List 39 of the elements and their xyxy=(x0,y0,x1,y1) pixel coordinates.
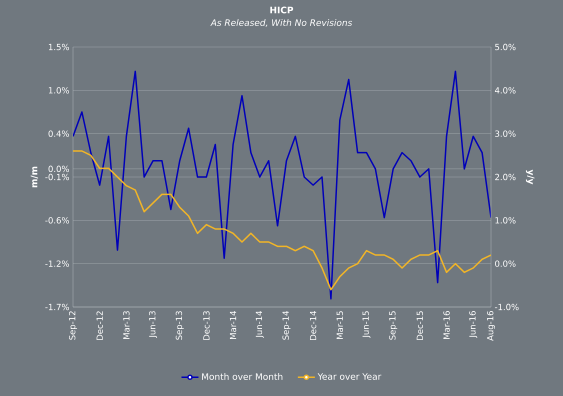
legend-label: Month over Month xyxy=(202,373,282,380)
y-tick-label: 1.0% xyxy=(48,87,70,94)
x-tick-label: Dec-15 xyxy=(416,311,424,340)
y2-tick-label: 2.0% xyxy=(495,174,516,180)
x-tick-label: Jun-14 xyxy=(256,311,264,338)
y-tick-label: 0.0% xyxy=(48,166,70,172)
x-tick-label: Sep-14 xyxy=(282,311,290,340)
x-tick-label: Jun-16 xyxy=(469,311,478,338)
x-tick-label: Dec-13 xyxy=(203,311,210,340)
y2-tick-label: 3.0% xyxy=(495,130,516,137)
x-tick-label: Mar-13 xyxy=(123,311,130,339)
x-tick-label: Jun-13 xyxy=(149,311,158,338)
y-axis-title: m/m xyxy=(30,166,38,188)
y2-tick-label: 4.0% xyxy=(494,87,516,94)
legend-label: Year over Year xyxy=(318,373,382,380)
chart-subtitle: As Released, With No Revisions xyxy=(210,19,352,27)
x-tick-label: Mar-15 xyxy=(336,311,343,339)
y2-tick-label: 5.0% xyxy=(495,44,516,50)
x-tick-label: Aug-16 xyxy=(486,311,496,341)
x-tick-label: Dec-12 xyxy=(96,311,103,340)
x-tick-label: Mar-16 xyxy=(443,311,450,339)
y-tick-label: -0.1% xyxy=(45,174,70,180)
y2-tick-label: 0.0% xyxy=(495,260,516,267)
y-tick-label: -0.6% xyxy=(45,217,70,224)
y2-axis-title: y/y xyxy=(526,170,534,184)
x-tick-label: Sep-12 xyxy=(68,311,78,340)
y-tick-label: 0.4% xyxy=(48,130,70,137)
y-tick-label: -1.2% xyxy=(45,260,70,267)
y2-tick-label: -1.0% xyxy=(494,304,519,310)
y-tick-label: -1.7% xyxy=(45,304,70,310)
y-tick-label: 1.5% xyxy=(48,44,70,50)
chart-title: HICP xyxy=(270,6,294,14)
y2-tick-label: 1.0% xyxy=(495,217,516,224)
x-tick-label: Dec-14 xyxy=(310,311,316,340)
line-series xyxy=(73,70,492,300)
x-tick-label: Sep-13 xyxy=(176,311,184,340)
x-tick-label: Sep-15 xyxy=(389,311,398,340)
x-tick-label: Mar-14 xyxy=(230,310,236,339)
x-tick-label: Jun-15 xyxy=(362,311,370,338)
